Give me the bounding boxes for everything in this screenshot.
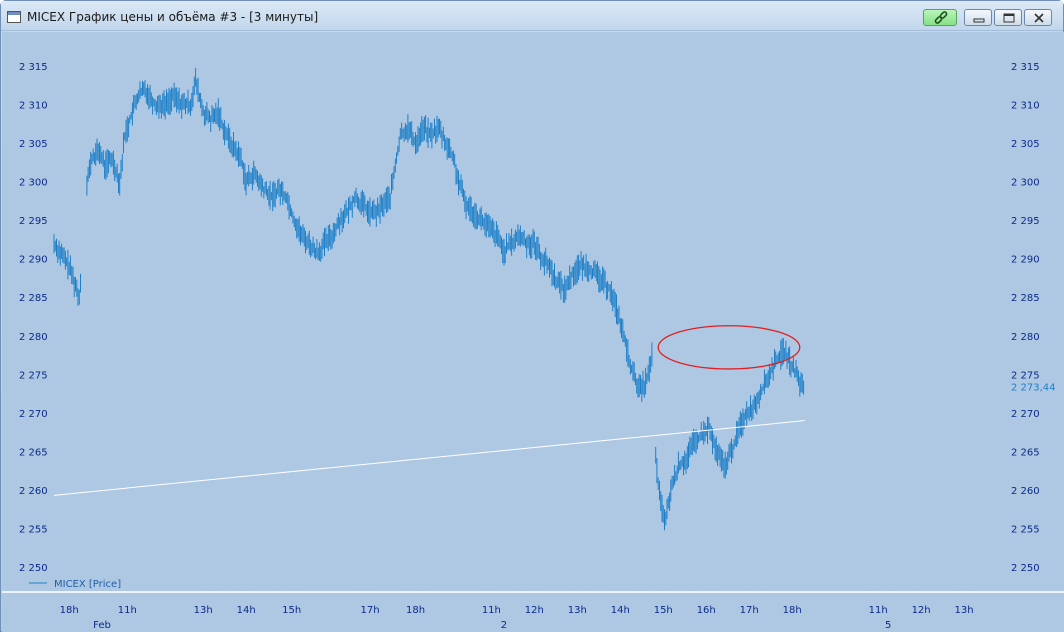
chart-window-icon[interactable] — [7, 11, 21, 23]
x-time-label: 13h — [568, 605, 587, 616]
title-bar[interactable]: MICEX График цены и объёма #3 - [3 минут… — [1, 1, 1063, 31]
y-axis-left: 2 315 2 310 2 305 2 300 2 295 2 290 2 285 2 280… — [19, 62, 48, 574]
x-time-label: 14h — [611, 605, 630, 616]
close-icon — [1034, 13, 1044, 23]
x-time-label: 18h — [60, 605, 79, 616]
x-date-label: 5 — [885, 620, 891, 631]
x-time-label: 13h — [955, 605, 974, 616]
y-tick-right: 2 265 — [1011, 447, 1040, 458]
y-tick-right: 2 285 — [1011, 293, 1040, 304]
y-tick-left: 2 255 — [19, 524, 48, 535]
y-tick-right: 2 290 — [1011, 255, 1040, 266]
y-tick-right: 2 310 — [1011, 101, 1040, 112]
x-time-label: 17h — [740, 605, 759, 616]
y-tick-left: 2 295 — [19, 216, 48, 227]
y-tick-right: 2 280 — [1011, 332, 1040, 343]
y-tick-left: 2 260 — [19, 486, 48, 497]
y-tick-right: 2 300 — [1011, 178, 1040, 189]
x-time-label: 18h — [406, 605, 425, 616]
maximize-button[interactable] — [994, 9, 1022, 26]
y-tick-left: 2 265 — [19, 447, 48, 458]
price-chart[interactable]: 2 315 2 310 2 305 2 300 2 295 2 290 2 285 2 280… — [2, 32, 1064, 632]
x-time-label: 16h — [697, 605, 716, 616]
y-tick-left: 2 310 — [19, 101, 48, 112]
x-time-label: 18h — [783, 605, 802, 616]
window-title: MICEX График цены и объёма #3 - [3 минут… — [27, 10, 319, 24]
x-axis-date-labels: Feb 2 5 — [93, 620, 891, 631]
y-tick-right: 2 255 — [1011, 524, 1040, 535]
x-date-label: 2 — [501, 620, 507, 631]
y-tick-left: 2 300 — [19, 178, 48, 189]
maximize-icon — [1003, 13, 1015, 23]
link-icon — [934, 11, 948, 24]
x-time-label: 17h — [360, 605, 379, 616]
y-tick-right: 2 260 — [1011, 486, 1040, 497]
y-tick-right: 2 295 — [1011, 216, 1040, 227]
x-date-label: Feb — [93, 620, 111, 631]
minimize-icon — [973, 18, 985, 23]
x-time-label: 15h — [654, 605, 673, 616]
x-time-label: 11h — [869, 605, 888, 616]
y-tick-left: 2 285 — [19, 293, 48, 304]
y-tick-right: 2 270 — [1011, 409, 1040, 420]
close-button[interactable] — [1024, 9, 1052, 26]
minimize-button[interactable] — [964, 9, 992, 26]
last-price-label: 2 273,44 — [1011, 382, 1056, 393]
annotation-ellipse[interactable] — [657, 325, 801, 370]
x-time-label: 14h — [237, 605, 256, 616]
y-tick-left: 2 315 — [19, 62, 48, 73]
legend: MICEX [Price] — [29, 579, 121, 590]
link-button[interactable] — [923, 9, 957, 26]
trendline[interactable] — [53, 420, 805, 496]
x-time-label: 15h — [282, 605, 301, 616]
x-time-label: 12h — [912, 605, 931, 616]
y-tick-left: 2 270 — [19, 409, 48, 420]
y-tick-left: 2 305 — [19, 139, 48, 150]
y-tick-left: 2 290 — [19, 255, 48, 266]
x-time-label: 11h — [118, 605, 137, 616]
legend-label: MICEX [Price] — [54, 579, 121, 590]
x-time-label: 11h — [482, 605, 501, 616]
x-time-label: 12h — [525, 605, 544, 616]
y-axis-right: 2 315 2 310 2 305 2 300 2 295 2 290 2 285 2 280… — [1011, 62, 1040, 574]
y-tick-left: 2 280 — [19, 332, 48, 343]
x-time-label: 13h — [194, 605, 213, 616]
y-tick-left: 2 275 — [19, 370, 48, 381]
y-tick-left: 2 250 — [19, 563, 48, 574]
y-tick-right: 2 305 — [1011, 139, 1040, 150]
x-axis-time-labels: 18h 11h 13h 14h 15h 17h 18h 11h 12h 13h 14h 15h 16h 1… — [60, 605, 974, 616]
y-tick-right: 2 250 — [1011, 563, 1040, 574]
price-bars — [53, 68, 805, 531]
price-chart-area[interactable]: 2 315 2 310 2 305 2 300 2 295 2 290 2 285 2 280… — [2, 32, 1064, 632]
y-tick-right: 2 315 — [1011, 62, 1040, 73]
y-tick-right: 2 275 — [1011, 370, 1040, 381]
